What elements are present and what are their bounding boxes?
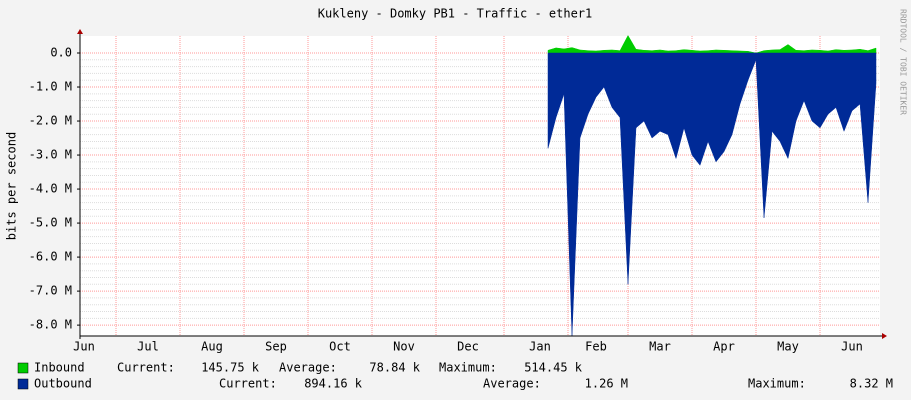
plot-area [80, 36, 880, 336]
x-tick-label: Jun [73, 340, 95, 354]
x-tick-label: Dec [457, 340, 479, 354]
x-tick-label: May [777, 340, 799, 354]
area [547, 34, 877, 54]
y-tick-label: -5.0 M [29, 216, 72, 230]
axis-arrow [77, 29, 83, 34]
legend-stat-value: 514.45 k [524, 361, 583, 375]
legend-stat-value: 894.16 k [304, 377, 363, 391]
legend-stat-label: Current: [117, 361, 175, 375]
y-tick-label: -2.0 M [29, 114, 72, 128]
x-tick-label: Apr [713, 340, 735, 354]
axis-arrow [882, 333, 887, 339]
y-tick-label: -3.0 M [29, 148, 72, 162]
legend-stat-label: Average: [279, 361, 337, 375]
y-tick-label: -1.0 M [29, 80, 72, 94]
legend-stat-label: Maximum: [748, 377, 806, 391]
y-tick-label: -8.0 M [29, 318, 72, 332]
y-tick-label: 0.0 [50, 46, 72, 60]
legend-stat-value: 78.84 k [369, 361, 420, 375]
x-tick-label: Sep [265, 340, 287, 354]
chart-title: Kukleny - Domky PB1 - Traffic - ether1 [318, 7, 593, 21]
y-tick-label: -4.0 M [29, 182, 72, 196]
x-tick-label: Nov [393, 340, 415, 354]
legend-stat-label: Current: [219, 377, 277, 391]
x-tick-label: Mar [649, 340, 671, 354]
x-tick-label: Aug [201, 340, 223, 354]
legend-stat-value: 1.26 M [585, 377, 628, 391]
area [547, 52, 877, 337]
y-axis-label: bits per second [5, 132, 19, 240]
x-tick-label: Jan [529, 340, 551, 354]
x-tick-label: Oct [329, 340, 351, 354]
legend-stat-value: 8.32 M [850, 377, 893, 391]
y-tick-label: -6.0 M [29, 250, 72, 264]
watermark: RRDTOOL / TOBI OETIKER [899, 9, 908, 115]
x-tick-label: Feb [585, 340, 607, 354]
x-tick-label: Jul [137, 340, 159, 354]
y-tick-label: -7.0 M [29, 284, 72, 298]
legend-stat-label: Average: [483, 377, 541, 391]
legend-swatch [17, 378, 29, 390]
legend-swatch [17, 362, 29, 374]
legend-stat-value: 145.75 k [201, 361, 260, 375]
x-tick-label: Jun [841, 340, 863, 354]
legend-label: Outbound [34, 377, 92, 391]
legend-label: Inbound [34, 361, 85, 375]
legend-stat-label: Maximum: [439, 361, 497, 375]
